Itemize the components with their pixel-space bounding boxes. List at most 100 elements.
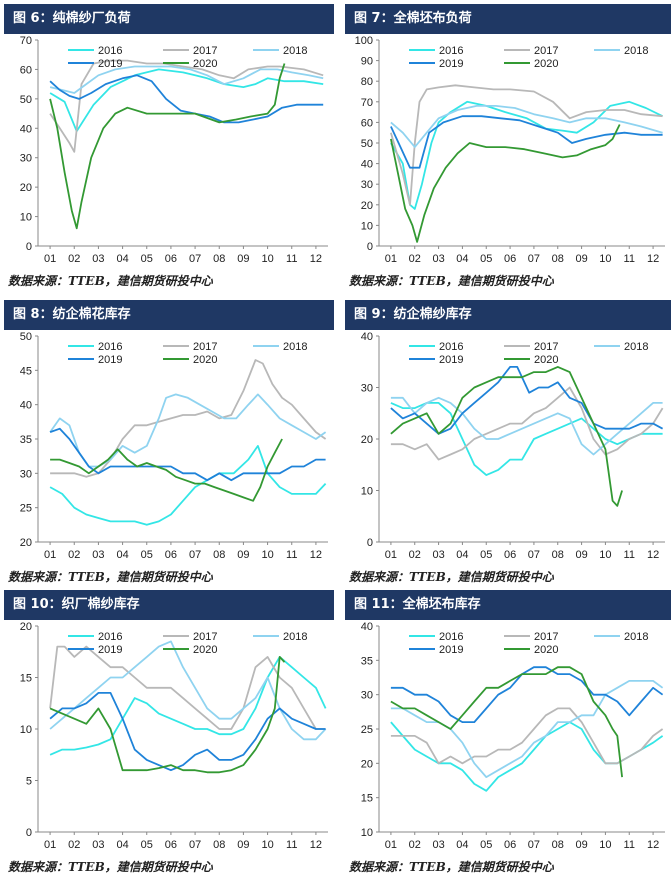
y-tick-label: 15 — [361, 793, 373, 805]
y-tick-label: 100 — [355, 36, 373, 47]
legend-label-2018: 2018 — [624, 341, 648, 353]
line-chart: 10 15 20 25 30 35 40 01 02 03 04 05 06 07 08 09 10 11 12 20… — [361, 622, 665, 851]
x-tick-label: 11 — [624, 253, 635, 265]
x-tick-label: 05 — [480, 549, 492, 561]
line-chart: 20 25 30 35 40 45 50 01 02 03 04 05 06 07 08 09 10 11 12 20… — [20, 332, 328, 561]
panel-chart-8: 图 8：纺企棉花库存 20 25 30 35 40 45 50 01 02 03 04 05 06 07 0… — [4, 300, 334, 594]
x-tick-label: 02 — [409, 549, 421, 561]
legend-label-2018: 2018 — [283, 631, 307, 643]
legend-label-2017: 2017 — [193, 631, 217, 643]
y-tick-label: 30 — [361, 383, 373, 395]
series-line-2017 — [390, 386, 664, 461]
y-tick-label: 45 — [20, 365, 32, 377]
series-line-2018 — [49, 65, 324, 94]
series-line-2020 — [390, 124, 621, 243]
y-tick-label: 50 — [361, 138, 373, 150]
chart-header-title: 图 11：全棉坯布库存 — [354, 597, 481, 612]
legend-label-2017: 2017 — [534, 631, 558, 643]
x-tick-label: 05 — [141, 253, 153, 265]
legend-label-2020: 2020 — [534, 644, 558, 656]
series-line-2016 — [390, 100, 663, 210]
y-tick-label: 10 — [361, 827, 373, 839]
x-tick-label: 10 — [599, 253, 611, 265]
x-tick-label: 07 — [528, 549, 540, 561]
legend-label-2020: 2020 — [193, 644, 217, 656]
series-line-2017 — [49, 645, 326, 730]
y-tick-label: 50 — [20, 94, 32, 106]
y-tick-label: 0 — [26, 241, 32, 253]
x-tick-label: 01 — [44, 549, 56, 561]
series-line-2019 — [49, 692, 326, 772]
x-tick-label: 11 — [286, 253, 297, 265]
x-tick-label: 06 — [165, 253, 177, 265]
x-tick-label: 12 — [647, 839, 659, 851]
chart-header-title: 图 7：全棉坯布负荷 — [354, 11, 472, 26]
x-tick-label: 03 — [432, 549, 444, 561]
y-tick-label: 25 — [361, 724, 373, 736]
x-tick-label: 01 — [385, 549, 397, 561]
y-tick-label: 30 — [361, 690, 373, 702]
x-tick-label: 03 — [92, 253, 104, 265]
panel-chart-6: 图 6：纯棉纱厂负荷 0 10 20 30 40 50 60 70 01 02 03 04 05 06 07… — [4, 4, 334, 298]
x-tick-label: 10 — [599, 839, 611, 851]
series-line-2020 — [390, 666, 623, 778]
series-line-2019 — [390, 115, 663, 169]
x-tick-label: 10 — [261, 549, 273, 561]
series-line-2018 — [390, 680, 664, 778]
panel-chart-7: 图 7：全棉坯布负荷 0 10 20 30 40 50 60 70 80 90 100 01 02 03 0… — [345, 4, 671, 298]
chart-header: 图 11：全棉坯布库存 — [345, 590, 671, 620]
x-tick-label: 04 — [456, 549, 468, 561]
x-tick-label: 08 — [213, 839, 225, 851]
source-note: 数据来源：TTEB，建信期货研投中心 — [349, 860, 554, 874]
chart-header-title: 图 10：织厂棉纱库存 — [13, 597, 140, 612]
series-line-2017 — [390, 84, 663, 206]
series-line-2017 — [50, 359, 327, 478]
y-tick-label: 15 — [20, 673, 32, 685]
x-tick-label: 07 — [189, 549, 201, 561]
x-tick-label: 07 — [189, 839, 201, 851]
x-tick-label: 11 — [286, 549, 297, 561]
y-tick-label: 20 — [361, 758, 373, 770]
x-tick-label: 08 — [552, 549, 564, 561]
x-tick-label: 03 — [92, 839, 104, 851]
series-line-2020 — [49, 63, 286, 230]
x-tick-label: 04 — [456, 253, 468, 265]
x-tick-label: 05 — [480, 253, 492, 265]
y-tick-label: 10 — [20, 212, 32, 224]
series-line-2018 — [390, 396, 663, 456]
series-line-2019 — [390, 666, 664, 723]
legend-label-2019: 2019 — [98, 354, 122, 366]
legend-label-2019: 2019 — [98, 644, 122, 656]
legend-label-2016: 2016 — [98, 45, 122, 57]
y-tick-label: 30 — [20, 468, 32, 480]
x-tick-label: 05 — [480, 839, 492, 851]
x-tick-label: 06 — [165, 549, 177, 561]
x-tick-label: 08 — [552, 253, 564, 265]
line-chart: 0 10 20 30 40 50 60 70 80 90 100 01 02 03 04 05 06 07 08 09… — [355, 36, 665, 265]
y-tick-label: 70 — [20, 36, 32, 47]
x-tick-label: 01 — [385, 253, 397, 265]
series-line-2020 — [49, 656, 286, 774]
x-tick-label: 12 — [647, 549, 659, 561]
y-tick-label: 35 — [20, 434, 32, 446]
series-line-2020 — [390, 366, 623, 507]
chart-header: 图 6：纯棉纱厂负荷 — [4, 4, 334, 34]
y-tick-label: 40 — [20, 400, 32, 412]
x-tick-label: 06 — [504, 549, 516, 561]
y-tick-label: 40 — [361, 332, 373, 343]
legend-label-2017: 2017 — [193, 45, 217, 57]
x-tick-label: 02 — [409, 253, 421, 265]
legend-label-2018: 2018 — [283, 341, 307, 353]
y-tick-label: 10 — [361, 486, 373, 498]
source-note: 数据来源：TTEB，建信期货研投中心 — [349, 274, 554, 288]
x-tick-label: 02 — [68, 549, 80, 561]
panel-chart-9: 图 9：纺企棉纱库存 0 10 20 30 40 01 02 03 04 05 06 07 08 09 10… — [345, 300, 671, 594]
x-tick-label: 06 — [504, 253, 516, 265]
x-tick-label: 01 — [44, 839, 56, 851]
y-tick-label: 60 — [361, 117, 373, 129]
y-tick-label: 40 — [361, 622, 373, 633]
series-line-2019 — [49, 74, 324, 124]
legend-label-2016: 2016 — [98, 631, 122, 643]
chart-header: 图 8：纺企棉花库存 — [4, 300, 334, 330]
series-line-2018 — [49, 393, 327, 468]
